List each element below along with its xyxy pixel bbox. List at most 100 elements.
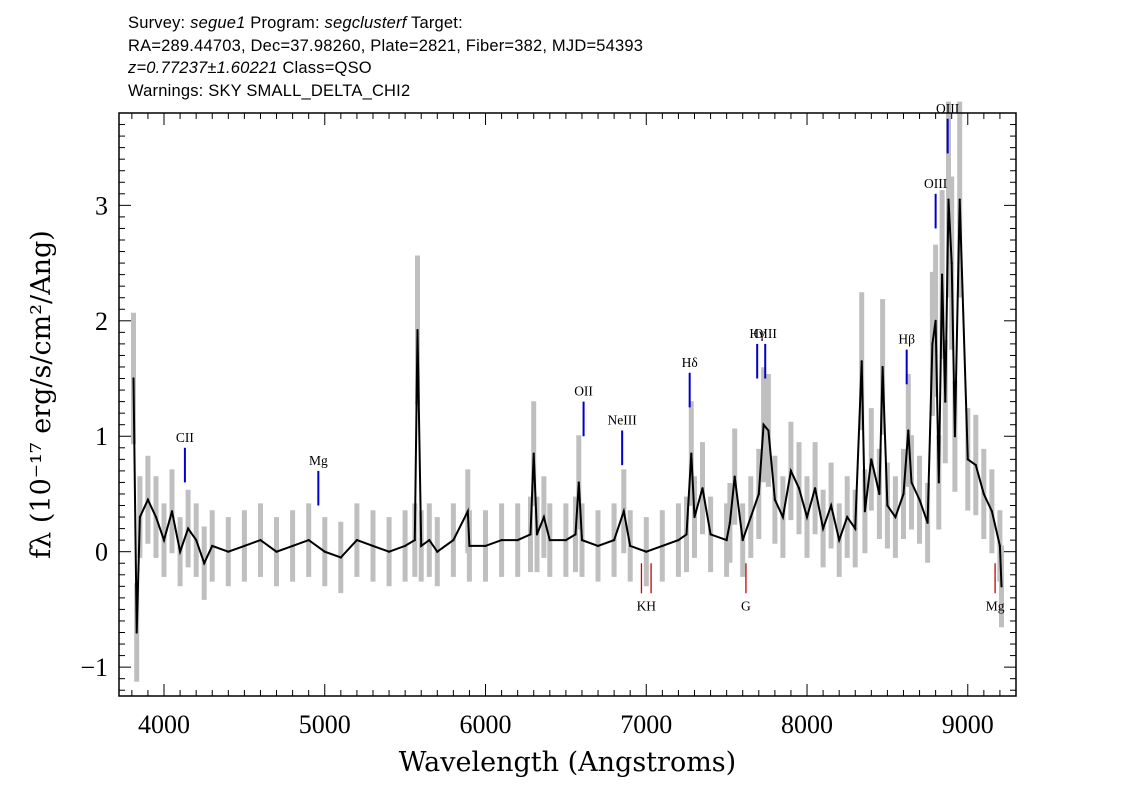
flux-point	[767, 429, 770, 432]
flux-point	[428, 539, 431, 542]
emission-line-label: OIII	[924, 176, 948, 191]
flux-point	[259, 539, 262, 542]
flux-point	[580, 539, 584, 542]
flux-point	[881, 365, 884, 369]
emission-line-label: OII	[574, 384, 593, 399]
flux-point	[953, 435, 957, 438]
emission-line-label: Hγ	[749, 326, 765, 341]
flux-point	[990, 510, 993, 513]
emission-line-label: Hδ	[682, 355, 698, 370]
flux-point	[535, 533, 539, 536]
flux-point	[838, 539, 841, 542]
flux-point	[937, 481, 940, 484]
flux-point	[757, 492, 760, 496]
survey-value: segue1	[190, 14, 246, 32]
flux-point	[821, 527, 825, 530]
target-label: Target:	[411, 14, 463, 32]
flux-point	[452, 539, 455, 542]
plot-frame	[118, 112, 1017, 697]
flux-point	[416, 328, 419, 332]
flux-point	[466, 510, 469, 513]
flux-point	[154, 515, 158, 519]
flux-point	[813, 487, 817, 490]
flux-point	[138, 515, 141, 519]
flux-point	[863, 510, 866, 513]
flux-point	[387, 550, 391, 553]
flux-point	[870, 458, 873, 461]
flux-point	[211, 544, 214, 548]
y-tick-label: 0	[95, 538, 108, 567]
flux-point	[958, 198, 961, 201]
flux-point	[966, 458, 969, 461]
flux-point	[339, 556, 342, 559]
flux-point	[404, 544, 407, 548]
flux-point	[878, 492, 881, 496]
warnings-line: Warnings: SKY SMALL_DELTA_CHI2	[128, 81, 411, 100]
flux-point	[413, 539, 416, 542]
flux-point	[894, 515, 897, 519]
program-value: segclusterf	[324, 14, 407, 32]
survey-label: Survey:	[128, 14, 186, 32]
flux-point	[542, 515, 545, 519]
flux-point	[733, 475, 736, 478]
flux-point	[931, 342, 934, 345]
absorption-line-label: G	[741, 598, 751, 613]
flux-point	[484, 544, 487, 548]
flux-point	[749, 515, 752, 519]
flux-point	[596, 544, 600, 548]
flux-series-line	[132, 199, 1003, 633]
class-value: Class=QSO	[282, 59, 372, 77]
flux-point	[886, 504, 889, 507]
flux-point	[516, 539, 519, 542]
flux-point	[940, 273, 944, 276]
y-tick-label: 3	[95, 191, 108, 220]
flux-point	[613, 539, 616, 542]
y-axis-title: fλ (10⁻¹⁷ erg/s/cm²/Ang)	[26, 230, 57, 559]
flux-point	[661, 544, 664, 548]
flux-point	[728, 521, 731, 524]
flux-point	[307, 539, 310, 542]
plot-area: 4000 5000 6000 7000 8000 9000 −1 0 1 2 3 CII Mg OII Ne…	[80, 101, 1017, 739]
flux-point	[170, 510, 174, 513]
x-tick-label: 5000	[299, 710, 351, 739]
flux-point	[468, 544, 471, 548]
program-label: Program:	[250, 14, 320, 32]
flux-point	[622, 510, 625, 513]
emission-line-label: Hβ	[898, 332, 915, 347]
flux-point	[693, 515, 696, 519]
flux-point	[918, 498, 921, 501]
flux-point	[323, 550, 326, 553]
absorption-line-label: K	[637, 598, 647, 613]
flux-point	[805, 515, 809, 519]
flux-point	[982, 492, 985, 496]
flux-point	[529, 533, 532, 536]
absorption-line-label: H	[646, 598, 656, 613]
flux-point	[797, 487, 801, 490]
coordinates-line: RA=289.44703, Dec=37.98260, Plate=2821, …	[128, 36, 644, 55]
flux-point	[548, 539, 551, 542]
flux-point	[950, 261, 953, 265]
flux-point	[574, 533, 577, 536]
flux-point	[773, 498, 776, 501]
flux-point	[564, 539, 567, 542]
flux-point	[500, 539, 503, 542]
error-band	[131, 101, 1004, 682]
flux-point	[436, 550, 439, 553]
x-tick-label: 4000	[138, 710, 190, 739]
x-tick-label: 7000	[620, 710, 672, 739]
flux-point	[135, 631, 138, 634]
flux-point	[690, 452, 693, 455]
flux-point	[902, 492, 905, 496]
flux-point	[701, 487, 704, 490]
flux-point	[741, 539, 744, 542]
x-tick-label: 6000	[460, 710, 512, 739]
flux-point	[907, 429, 910, 432]
emission-line-label: Mg	[309, 453, 328, 468]
flux-point	[947, 198, 950, 201]
flux-point	[725, 539, 728, 542]
flux-point	[227, 550, 230, 553]
flux-point	[371, 544, 375, 548]
flux-point	[926, 521, 929, 524]
flux-point	[187, 527, 190, 530]
